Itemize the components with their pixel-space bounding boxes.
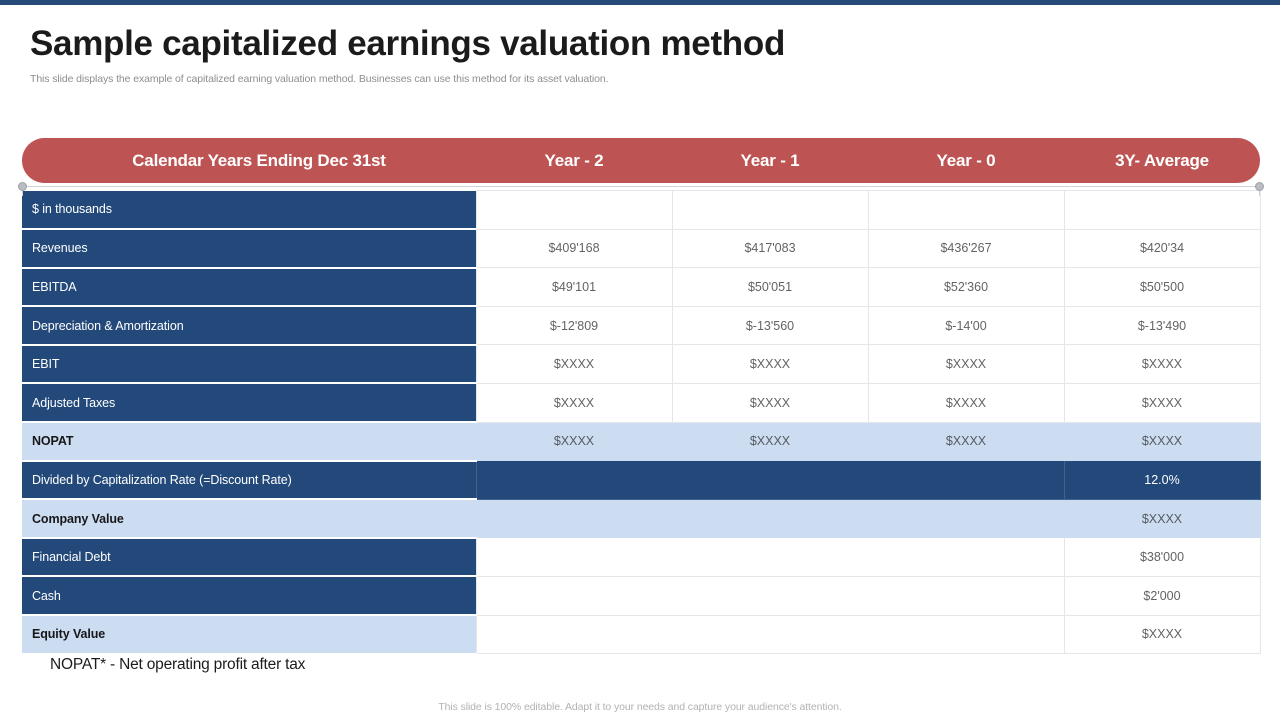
cell-merged-years [475,575,1065,616]
cell-average: $XXXX [1063,421,1261,462]
page-subtitle: This slide displays the example of capit… [30,73,609,85]
table-body: $ in thousands Revenues $409'168 $417'08… [22,190,1261,655]
cell-year-0: $436'267 [867,228,1065,269]
slide-header: Sample capitalized earnings valuation me… [30,22,1250,85]
cell-year-1 [671,190,869,230]
table-row[interactable]: Depreciation & Amortization $-12'809 $-1… [22,305,1261,346]
cell-merged-years [475,537,1065,577]
header-cell-year-0: Year - 0 [936,150,996,170]
header-cell-average: 3Y- Average [1115,150,1209,170]
cell-year-0: $52'360 [867,267,1065,307]
row-label: EBITDA [22,267,476,308]
cell-average: $XXXX [1063,614,1261,655]
cell-average: $-13'490 [1063,305,1261,346]
header-cell-year-1: Year - 1 [740,150,800,170]
cell-average: 12.0% [1063,460,1261,500]
table-row[interactable]: EBIT $XXXX $XXXX $XXXX $XXXX [22,344,1261,385]
cell-year-2: $409'168 [475,228,673,269]
table-row[interactable]: Equity Value $XXXX [22,614,1261,655]
cell-average: $50'500 [1063,267,1261,307]
page-title: Sample capitalized earnings valuation me… [30,24,786,63]
slide-footer: This slide is 100% editable. Adapt it to… [438,701,842,713]
cell-year-2: $-12'809 [475,305,673,346]
table-row[interactable]: $ in thousands [22,190,1261,231]
table-row[interactable]: Cash $2'000 [22,575,1261,617]
table-row[interactable]: Divided by Capitalization Rate (=Discoun… [22,460,1261,501]
cell-year-2 [475,190,673,230]
cell-year-1: $XXXX [671,344,869,384]
cell-average: $XXXX [1063,382,1261,423]
cell-year-1: $417'083 [671,228,869,269]
table-row[interactable]: Adjusted Taxes $XXXX $XXXX $XXXX $XXXX [22,382,1261,424]
cell-merged-years [475,498,1065,539]
cell-year-2: $XXXX [475,382,673,423]
cell-year-1: $50'051 [671,267,869,307]
resize-handle-right[interactable] [1255,182,1264,191]
row-label: Adjusted Taxes [22,383,476,424]
row-label: Company Value [22,499,476,539]
table-footnote: NOPAT* - Net operating profit after tax [50,656,306,673]
row-label: Divided by Capitalization Rate (=Discoun… [22,460,476,501]
resize-handle-left[interactable] [18,182,27,191]
table-row[interactable]: NOPAT $XXXX $XXXX $XXXX $XXXX [22,421,1261,462]
table-row[interactable]: Revenues $409'168 $417'083 $436'267 $420… [22,228,1261,269]
cell-year-1: $XXXX [671,421,869,462]
cell-average [1063,190,1261,230]
cell-average: $XXXX [1063,498,1261,539]
row-label: Financial Debt [22,537,476,578]
cell-year-1: $XXXX [671,382,869,423]
cell-year-1: $-13'560 [671,305,869,346]
table-row[interactable]: Company Value $XXXX [22,498,1261,539]
top-accent-bar [0,0,1280,5]
cell-year-0: $XXXX [867,344,1065,384]
cell-year-0: $XXXX [867,421,1065,462]
cell-merged-years [475,614,1065,655]
row-label: Cash [22,576,476,617]
cell-year-2: $49'101 [475,267,673,307]
valuation-table[interactable]: Calendar Years Ending Dec 31st Year - 2 … [18,138,1264,655]
cell-average: $420'34 [1063,228,1261,269]
selection-outline-top [22,186,1260,187]
cell-average: $2'000 [1063,575,1261,616]
cell-year-2: $XXXX [475,344,673,384]
cell-year-0 [867,190,1065,230]
cell-merged-years [475,460,1065,500]
cell-average: $38'000 [1063,537,1261,577]
row-label: Equity Value [22,615,476,655]
header-cell-year-2: Year - 2 [544,150,604,170]
header-cell-label: Calendar Years Ending Dec 31st [132,150,386,170]
cell-year-2: $XXXX [475,421,673,462]
selection-outline-left [22,186,23,196]
table-row[interactable]: EBITDA $49'101 $50'051 $52'360 $50'500 [22,267,1261,308]
row-label: Depreciation & Amortization [22,306,476,346]
table-row[interactable]: Financial Debt $38'000 [22,537,1261,578]
row-label: NOPAT [22,422,476,462]
row-label: $ in thousands [22,190,476,231]
row-label: EBIT [22,344,476,385]
table-header-row: Calendar Years Ending Dec 31st Year - 2 … [22,138,1260,183]
row-label: Revenues [22,229,476,269]
cell-average: $XXXX [1063,344,1261,384]
selection-outline-right [1259,186,1260,196]
cell-year-0: $-14'00 [867,305,1065,346]
cell-year-0: $XXXX [867,382,1065,423]
